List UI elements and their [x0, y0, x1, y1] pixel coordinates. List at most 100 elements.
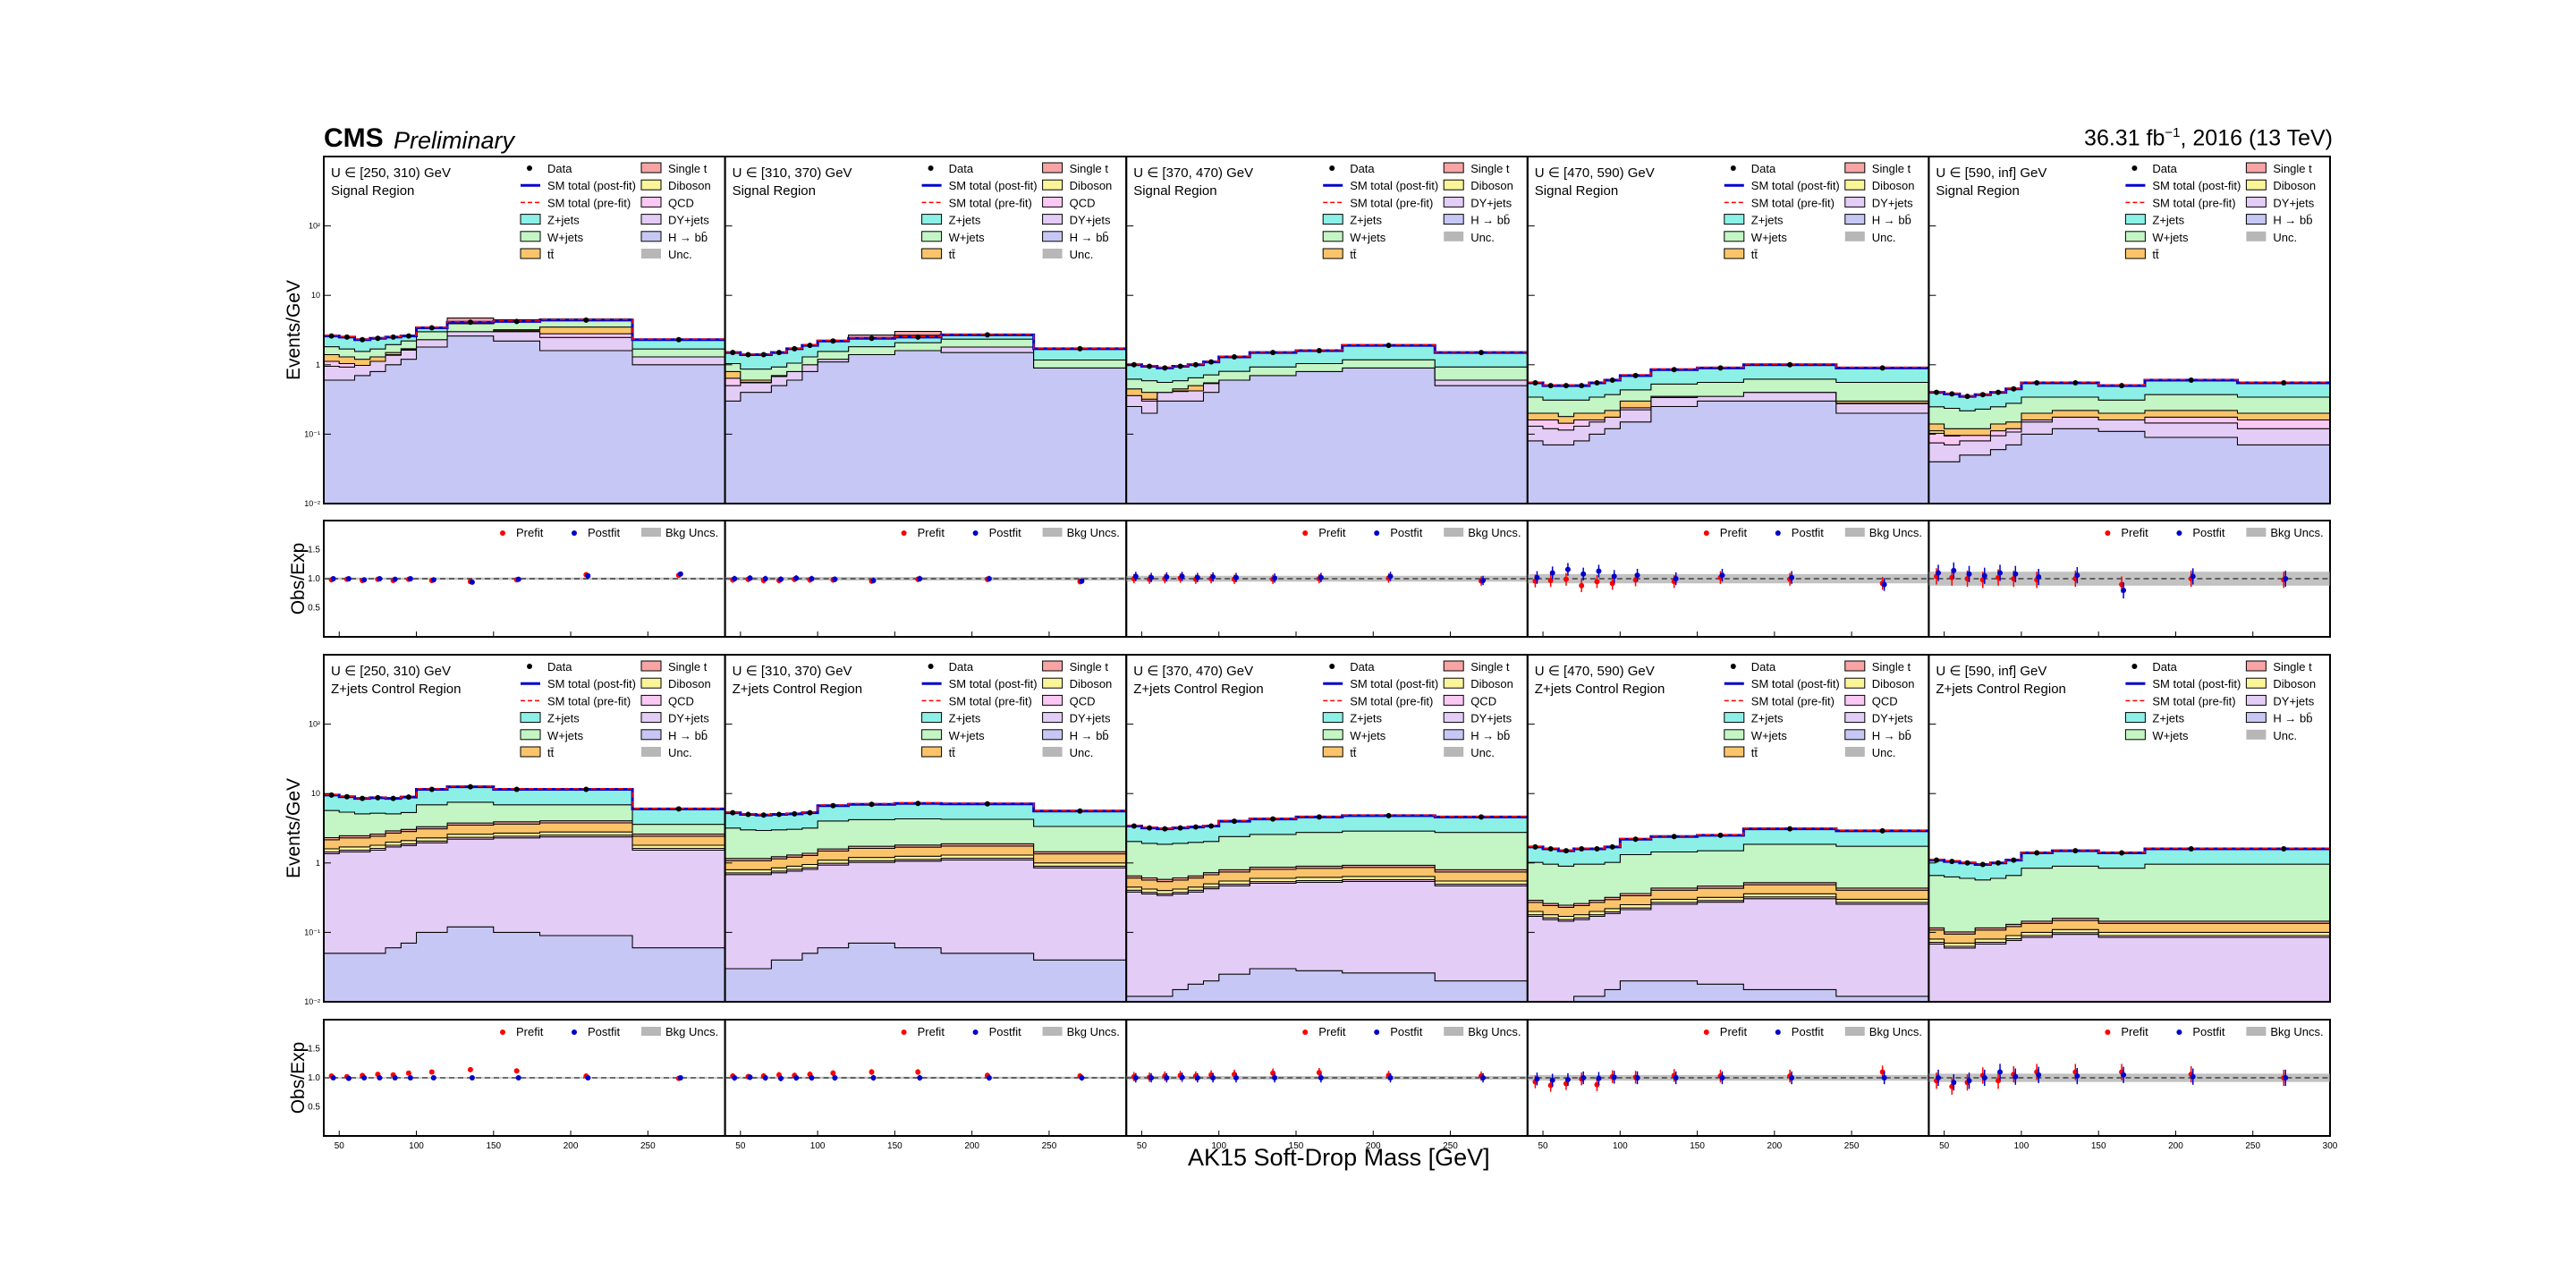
postfit-point	[585, 572, 591, 579]
postfit-point	[1580, 571, 1587, 577]
region-label: Z+jets Control Region	[1936, 682, 2066, 697]
prefit-line-1-3	[1527, 827, 1929, 852]
postfit-point	[1549, 1077, 1555, 1083]
data-point	[792, 810, 798, 817]
data-point	[2034, 379, 2040, 386]
postfit-point	[1634, 1075, 1640, 1080]
ratio-legend-prefit: Prefit	[2121, 526, 2148, 539]
data-point	[1177, 363, 1183, 369]
legend-marker	[2131, 664, 2138, 669]
data-point	[2188, 377, 2194, 384]
legend-label-unc: Unc.	[668, 248, 692, 261]
postfit-point	[330, 1075, 336, 1080]
ratio-legend-postfit: Postfit	[1792, 1025, 1825, 1038]
legend-marker	[1724, 712, 1745, 724]
postfit-point	[2121, 588, 2127, 593]
legend-marker	[921, 231, 943, 242]
postfit-point	[832, 1075, 838, 1080]
data-point	[1270, 350, 1276, 356]
legend-label-diboson: Diboson	[668, 677, 711, 691]
postfit-point	[1179, 573, 1185, 580]
data-point	[1787, 826, 1793, 832]
legend-marker	[640, 179, 662, 191]
data-point	[2119, 383, 2125, 389]
region-label: Signal Region	[1133, 183, 1216, 199]
legend-marker	[2245, 196, 2267, 208]
data-point	[792, 345, 798, 352]
panel-1-4	[1928, 654, 2331, 1137]
legend-marker	[1322, 231, 1343, 242]
data-point	[1077, 345, 1083, 352]
legend-marker	[1844, 747, 1865, 757]
data-point	[1949, 859, 1955, 865]
legend-label-postfit_line: SM total (post-fit)	[1751, 677, 1840, 691]
ratio-legend-prefit: Prefit	[918, 1025, 945, 1038]
data-point	[1547, 383, 1554, 389]
experiment-label: CMS	[324, 123, 384, 153]
legend-marker	[1844, 677, 1866, 689]
legend-marker	[921, 248, 943, 259]
region-label: Z+jets Control Region	[331, 682, 462, 697]
postfit-point	[1132, 1075, 1139, 1080]
legend-label-singlet: Single t	[1470, 162, 1510, 175]
y-tick-label-main: 1	[316, 360, 320, 369]
region-label: Signal Region	[1535, 183, 1618, 199]
legend-label-dyjets: DY+jets	[1872, 712, 1913, 725]
legend-marker	[1724, 214, 1745, 225]
data-point	[1131, 823, 1137, 829]
postfit-point	[515, 576, 521, 582]
lumi-exponent: −1	[2165, 125, 2181, 140]
prefit-point	[1563, 576, 1569, 582]
postfit-point	[1210, 574, 1216, 580]
legend-label-unc: Unc.	[1070, 248, 1094, 261]
ratio-legend-postfit: Postfit	[1390, 526, 1423, 539]
legend-label-hbb: H → bb̄	[1470, 729, 1510, 742]
postfit-point	[2036, 574, 2042, 580]
data-point	[1609, 377, 1615, 384]
data-point	[1479, 350, 1485, 356]
legend-marker	[1042, 694, 1063, 706]
legend-label-postfit_line: SM total (post-fit)	[2152, 677, 2241, 691]
data-point	[1479, 814, 1485, 820]
postfit-point	[392, 576, 398, 582]
legend-label-prefit_line: SM total (pre-fit)	[2152, 196, 2235, 209]
legend-marker	[2246, 231, 2267, 242]
legend-label-dyjets: DY+jets	[1070, 712, 1111, 725]
data-point	[1996, 860, 2002, 866]
ratio-legend-unc: Bkg Uncs.	[2270, 526, 2323, 539]
legend-marker	[1042, 214, 1063, 225]
prefit-point	[1594, 579, 1600, 585]
legend-marker	[921, 729, 943, 741]
legend-marker	[1443, 694, 1464, 706]
legend-label-data: Data	[1751, 660, 1776, 674]
legend-marker	[520, 712, 541, 724]
postfit-point	[2121, 1072, 2127, 1078]
postfit-point	[1272, 1075, 1278, 1080]
legend-marker	[1844, 694, 1866, 706]
postfit-point	[377, 576, 383, 581]
data-point	[1208, 359, 1215, 365]
data-point	[405, 333, 411, 339]
data-point	[1964, 394, 1970, 400]
legend-marker	[1042, 162, 1063, 174]
legend-label-dyjets: DY+jets	[1872, 196, 1913, 209]
legend-marker	[1443, 179, 1464, 191]
x-tick-label: 50	[735, 1141, 746, 1151]
legend-marker	[1042, 747, 1063, 757]
data-point	[1385, 812, 1392, 818]
ratio-legend-prefit-marker	[1302, 1030, 1309, 1035]
postfit-point	[1981, 1075, 1987, 1080]
postfit-point	[1272, 575, 1278, 581]
x-tick-label: 100	[2014, 1141, 2029, 1151]
data-point	[360, 336, 366, 343]
prefit-point	[467, 1066, 473, 1072]
data-point	[1147, 363, 1153, 369]
region-label: Signal Region	[331, 183, 414, 199]
data-point	[2281, 379, 2287, 386]
legend-marker	[2124, 231, 2146, 242]
legend-label-singlet: Single t	[1070, 660, 1109, 674]
legend-marker	[1322, 729, 1343, 741]
postfit-point	[747, 575, 753, 581]
legend-label-ttbar: tt̄	[949, 746, 956, 759]
data-point	[375, 794, 381, 801]
